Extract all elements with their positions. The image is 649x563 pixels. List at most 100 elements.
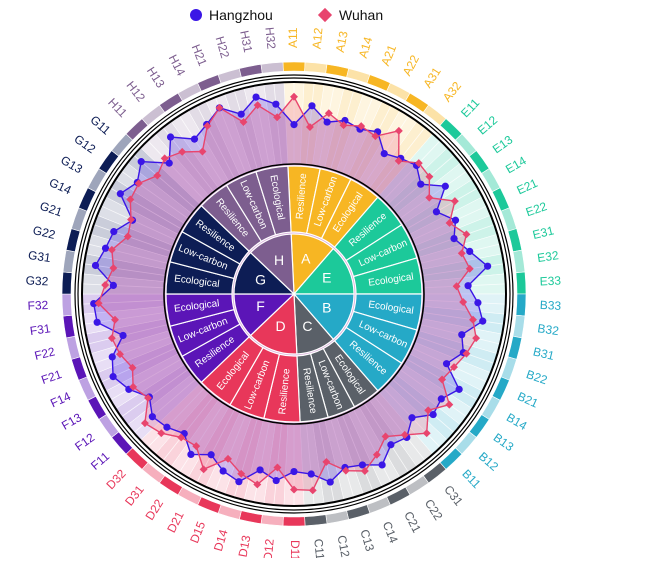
point-hangzhou <box>109 281 117 289</box>
point-wuhan <box>308 486 317 495</box>
point-hangzhou <box>207 451 215 459</box>
axis-label: D21 <box>164 509 187 535</box>
group-code-label: H <box>274 252 284 268</box>
grid-spoke <box>416 336 495 364</box>
segment-block <box>238 64 263 78</box>
axis-label: F21 <box>39 367 63 387</box>
point-hangzhou <box>290 121 298 129</box>
axis-label: F31 <box>29 321 52 338</box>
segment-block <box>282 516 306 527</box>
point-wuhan <box>462 349 471 358</box>
axis-label: C12 <box>334 534 352 558</box>
point-wuhan <box>459 298 468 307</box>
point-wuhan <box>290 485 298 494</box>
axis-label: F13 <box>59 410 84 433</box>
point-wuhan <box>177 433 186 442</box>
point-wuhan <box>253 101 262 110</box>
point-wuhan <box>445 219 454 227</box>
grid-spoke <box>374 395 426 461</box>
segment-block <box>481 395 501 420</box>
grid-spoke <box>147 140 205 201</box>
point-hangzhou <box>119 331 127 340</box>
point-hangzhou <box>272 100 280 108</box>
axis-label: G13 <box>58 153 85 177</box>
segment-block <box>260 61 284 74</box>
axis-label: B12 <box>476 449 502 474</box>
point-wuhan <box>371 132 380 141</box>
point-wuhan <box>469 315 477 324</box>
axis-label: A22 <box>400 52 422 78</box>
segment-block <box>62 314 76 339</box>
legend-label-hangzhou: Hangzhou <box>209 7 273 23</box>
point-wuhan <box>360 467 369 475</box>
point-hangzhou <box>290 467 298 476</box>
axis-label: C11 <box>311 538 327 558</box>
axis-label: H22 <box>213 35 233 60</box>
point-wuhan <box>134 179 143 188</box>
legend-item-hangzhou[interactable]: Hangzhou <box>190 7 273 23</box>
axis-label: F11 <box>88 449 112 473</box>
point-hangzhou <box>93 318 101 326</box>
axis-label: A32 <box>440 79 464 105</box>
point-hangzhou <box>466 247 474 255</box>
axis-label: A13 <box>333 30 351 54</box>
segment-block <box>65 335 81 360</box>
point-wuhan <box>462 230 471 239</box>
point-hangzhou <box>137 158 145 166</box>
axis-label: H21 <box>189 42 210 68</box>
grid-spoke <box>353 105 392 179</box>
segment-block <box>346 504 371 520</box>
segment-block <box>238 510 263 524</box>
point-hangzhou <box>458 331 466 339</box>
segment-block <box>87 168 107 193</box>
axis-label: G14 <box>47 175 74 197</box>
axis-label: G22 <box>31 223 57 242</box>
axis-label: E21 <box>515 176 541 198</box>
point-hangzhou <box>308 102 316 110</box>
segment-block <box>282 61 306 72</box>
axis-label: E14 <box>503 153 529 176</box>
point-hangzhou <box>464 282 472 290</box>
point-hangzhou <box>380 149 388 158</box>
segment-block <box>177 486 202 506</box>
point-hangzhou <box>307 470 315 478</box>
segment-block <box>346 68 371 84</box>
dimension-label: Resilience <box>277 368 292 415</box>
point-hangzhou <box>237 110 245 118</box>
segment-block <box>62 249 76 274</box>
segment-block <box>500 207 517 232</box>
legend-item-wuhan[interactable]: Wuhan <box>317 7 383 23</box>
grid-spoke <box>110 358 182 401</box>
point-hangzhou <box>441 182 449 190</box>
grid-spoke <box>341 97 374 174</box>
point-wuhan <box>400 430 409 439</box>
grid-spoke <box>341 414 374 491</box>
grid-spoke <box>162 395 214 461</box>
axis-label: C13 <box>357 528 377 553</box>
grid-spoke <box>179 403 225 473</box>
point-hangzhou <box>455 385 463 393</box>
grid-spoke <box>87 243 168 264</box>
segment-block <box>515 271 527 295</box>
grid-spoke <box>93 336 172 364</box>
point-wuhan <box>422 429 431 438</box>
axis-label: F14 <box>48 389 73 410</box>
segment-block <box>507 228 523 253</box>
point-hangzhou <box>387 441 395 449</box>
point-wuhan <box>425 172 434 181</box>
dimension-label: Resilience <box>295 172 310 219</box>
segment-block <box>71 207 88 232</box>
segment-block <box>304 61 328 74</box>
point-wuhan <box>425 193 434 202</box>
axis-label: E12 <box>475 113 501 138</box>
segment-block <box>217 68 242 84</box>
segment-block <box>507 335 523 360</box>
point-wuhan <box>424 406 433 415</box>
grid-spoke <box>399 170 467 219</box>
segment-block <box>159 92 183 113</box>
grid-spoke <box>330 90 355 170</box>
segment-block <box>98 414 120 438</box>
point-wuhan <box>305 123 314 131</box>
axis-label: H32 <box>262 26 278 50</box>
